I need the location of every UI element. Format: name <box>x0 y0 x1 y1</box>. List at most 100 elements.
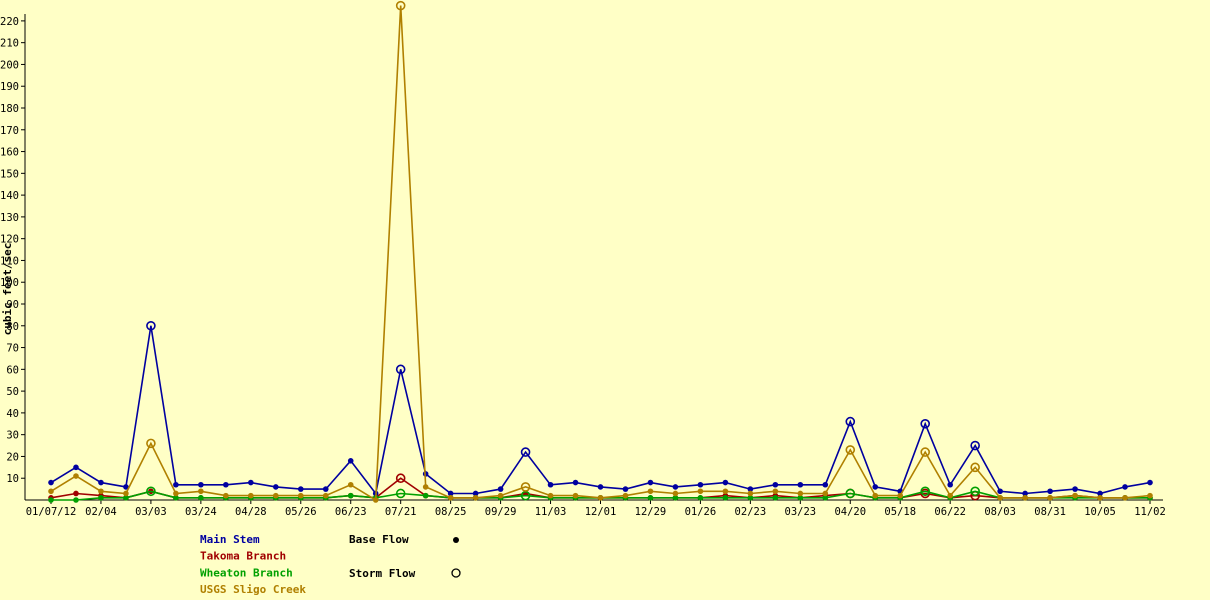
base-flow-point <box>347 458 354 464</box>
base-flow-point <box>98 488 104 495</box>
legend-entry: Takoma Branch <box>200 550 286 563</box>
x-tick-label: 08/31 <box>1034 506 1066 518</box>
base-flow-point <box>747 490 754 497</box>
base-flow-point <box>48 488 54 495</box>
base-flow-point <box>372 497 379 503</box>
x-tick-label: 04/20 <box>834 506 866 518</box>
base-flow-point <box>422 492 429 499</box>
base-flow-point <box>1047 495 1053 501</box>
storm-flow-point <box>970 440 980 451</box>
base-flow-point <box>597 484 604 490</box>
base-flow-point <box>472 490 479 497</box>
base-flow-point <box>597 495 604 501</box>
y-tick-label: 50 <box>6 386 19 398</box>
storm-flow-point <box>845 488 856 499</box>
base-flow-point <box>123 490 129 497</box>
base-flow-point <box>572 492 579 499</box>
y-tick-label: 40 <box>6 408 19 420</box>
base-flow-point <box>822 495 829 501</box>
base-flow-point <box>1147 479 1153 486</box>
series-usgs-sligo-creek <box>48 0 1153 503</box>
storm-flow-point <box>146 320 156 331</box>
base-flow-point <box>1147 492 1153 499</box>
base-flow-point <box>622 486 629 492</box>
y-tick-label: 30 <box>6 430 19 442</box>
y-tick-label: 140 <box>0 190 19 202</box>
base-flow-point <box>822 490 829 497</box>
base-flow-point <box>697 495 704 501</box>
base-flow-point <box>1022 495 1028 501</box>
y-tick-label: 130 <box>0 212 19 224</box>
base-flow-point <box>322 486 329 492</box>
base-flow-point <box>347 492 354 499</box>
base-flow-point <box>272 492 279 499</box>
base-flow-point <box>772 488 779 495</box>
base-flow-point <box>1072 486 1078 492</box>
x-tick-label: 08/25 <box>435 506 467 518</box>
legend-entry: Wheaton Branch <box>200 566 293 579</box>
storm-flow-point <box>395 0 406 11</box>
y-tick-label: 110 <box>0 255 19 267</box>
base-flow-point <box>198 488 204 495</box>
base-flow-point <box>797 481 804 488</box>
base-flow-point <box>647 479 654 486</box>
x-tick-label: 02/23 <box>735 506 767 518</box>
base-flow-point <box>173 481 179 488</box>
legend-storm-flow-label: Storm Flow <box>349 567 416 580</box>
base-flow-point <box>223 481 229 488</box>
base-flow-point <box>747 486 754 492</box>
base-flow-point <box>198 481 204 488</box>
x-tick-label: 05/18 <box>884 506 916 518</box>
base-flow-point <box>1122 484 1128 490</box>
storm-flow-point <box>395 364 406 375</box>
base-flow-point <box>947 492 953 499</box>
x-tick-label: 12/01 <box>585 506 617 518</box>
base-flow-point <box>672 495 679 501</box>
base-flow-point <box>123 495 129 501</box>
storm-flow-point <box>970 462 980 473</box>
base-flow-point <box>48 479 54 486</box>
y-tick-label: 160 <box>0 147 19 159</box>
y-tick-label: 120 <box>0 234 19 246</box>
base-flow-point <box>173 495 179 501</box>
base-flow-point <box>322 492 329 499</box>
base-flow-point <box>772 495 779 501</box>
base-flow-point <box>872 492 879 499</box>
base-flow-point <box>297 492 304 499</box>
x-tick-label: 11/03 <box>535 506 567 518</box>
series-line <box>50 5 1151 502</box>
y-tick-label: 80 <box>6 321 19 333</box>
base-flow-point <box>272 484 279 490</box>
y-tick-label: 220 <box>0 16 19 28</box>
base-flow-point <box>572 479 579 486</box>
base-flow-point <box>98 479 104 486</box>
base-flow-point <box>98 495 104 501</box>
x-tick-label: 06/22 <box>934 506 966 518</box>
series-line <box>50 325 1151 496</box>
base-flow-point <box>947 481 953 488</box>
base-flow-point <box>547 481 554 488</box>
base-flow-point <box>1097 495 1103 501</box>
storm-flow-point <box>920 486 931 497</box>
base-flow-point <box>1047 488 1053 495</box>
y-tick-label: 10 <box>6 473 19 485</box>
y-tick-label: 180 <box>0 103 19 115</box>
base-flow-point <box>622 492 629 499</box>
y-ticks: 10 20 30 40 50 60 70 80 90 100 110 120 130 140 150 160 1… <box>0 16 25 485</box>
x-tick-label: 03/23 <box>785 506 817 518</box>
base-flow-point <box>772 481 779 488</box>
base-flow-point <box>797 490 804 497</box>
x-tick-label: 01/07/12 <box>26 506 77 518</box>
legend-storm-flow-marker <box>451 568 461 578</box>
storm-flow-point <box>920 418 931 429</box>
legend-base-flow-marker <box>453 537 459 543</box>
base-flow-point <box>697 481 704 488</box>
base-flow-point <box>647 495 654 501</box>
base-flow-point <box>297 486 304 492</box>
y-tick-label: 200 <box>0 59 19 71</box>
base-flow-point <box>747 495 754 501</box>
x-tick-label: 06/23 <box>335 506 367 518</box>
base-flow-point <box>897 492 904 499</box>
x-tick-label: 07/21 <box>385 506 417 518</box>
storm-flow-point <box>520 482 531 492</box>
